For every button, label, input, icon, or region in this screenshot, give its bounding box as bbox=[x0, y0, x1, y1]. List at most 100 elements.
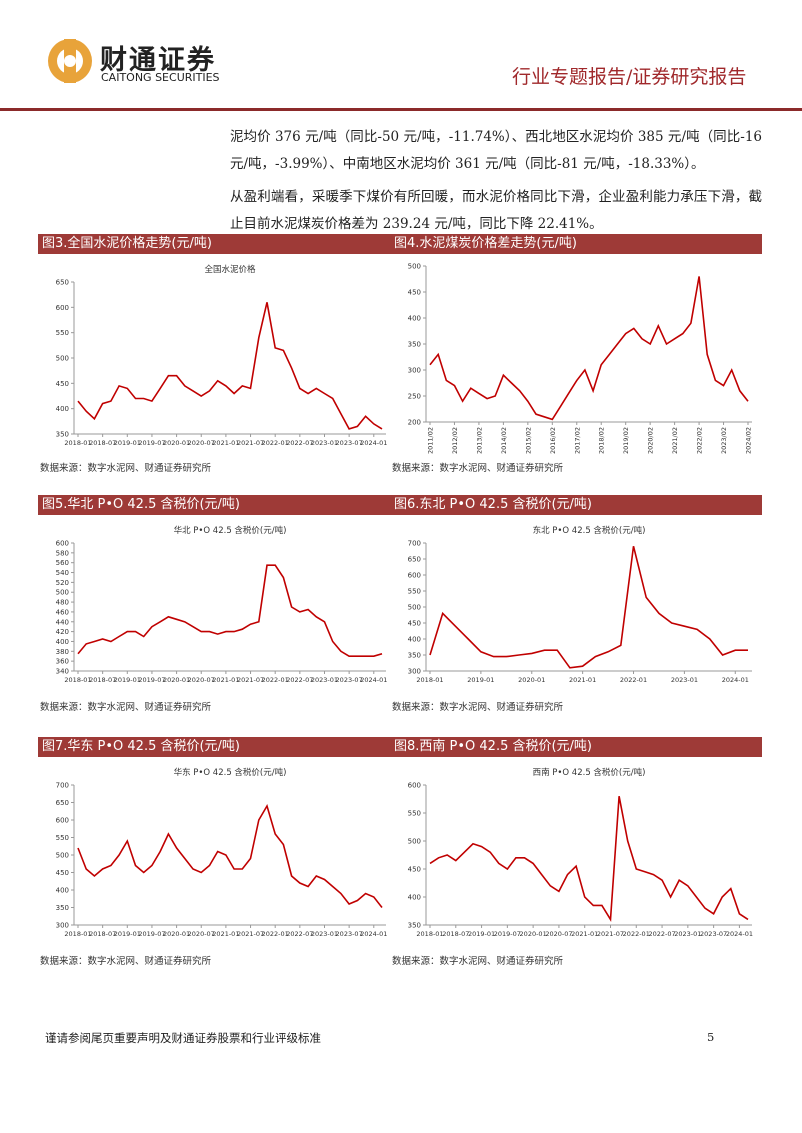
y-tick-label: 460 bbox=[56, 608, 69, 616]
x-tick-label: 2015/02 bbox=[524, 427, 532, 454]
x-tick-label: 2019-07 bbox=[138, 676, 165, 684]
x-tick-label: 2021-07 bbox=[597, 930, 624, 938]
chart-subtitle: 华东 P•O 42.5 含税价(元/吨) bbox=[174, 767, 287, 778]
x-tick-label: 2019-01 bbox=[114, 676, 141, 684]
y-tick-label: 420 bbox=[56, 628, 69, 636]
x-tick-label: 2020-01 bbox=[518, 676, 545, 684]
y-tick-label: 450 bbox=[56, 380, 69, 388]
x-tick-label: 2020/02 bbox=[647, 427, 655, 454]
y-tick-label: 400 bbox=[408, 315, 421, 323]
y-tick-label: 440 bbox=[56, 618, 69, 626]
x-tick-label: 2023-01 bbox=[671, 676, 698, 684]
data-line bbox=[77, 564, 383, 657]
x-tick-label: 2022-01 bbox=[262, 930, 289, 938]
x-tick-label: 2018-07 bbox=[442, 930, 469, 938]
figure: 图4.水泥煤炭价格差走势(元/吨) 200 250 300 350 400 450 500 2… bbox=[390, 234, 762, 474]
x-tick-label: 2013/02 bbox=[475, 427, 483, 454]
x-tick-label: 2020-07 bbox=[188, 439, 215, 447]
y-tick-label: 450 bbox=[56, 869, 69, 877]
y-tick-label: 700 bbox=[408, 540, 421, 548]
footer-disclaimer: 谨请参阅尾页重要声明及财通证券股票和行业评级标准 bbox=[45, 1031, 321, 1045]
x-tick-label: 2022-07 bbox=[286, 676, 313, 684]
chart-subtitle: 全国水泥价格 bbox=[204, 264, 256, 275]
y-tick-label: 650 bbox=[408, 556, 421, 564]
chart: 西南 P•O 42.5 含税价(元/吨) 350 400 450 500 550 600 20… bbox=[408, 767, 753, 938]
x-tick-label: 2024-01 bbox=[360, 676, 387, 684]
brand-cn: 财通证券 bbox=[100, 45, 216, 76]
y-tick-label: 450 bbox=[408, 289, 421, 297]
x-tick-label: 2020-07 bbox=[188, 930, 215, 938]
y-tick-label: 560 bbox=[56, 559, 69, 567]
chart: 全国水泥价格 350 400 450 500 550 600 650 2018-012018-0… bbox=[56, 264, 388, 447]
chart-subtitle: 华北 P•O 42.5 含税价(元/吨) bbox=[174, 525, 287, 536]
y-tick-label: 400 bbox=[408, 636, 421, 644]
y-tick-label: 400 bbox=[56, 638, 69, 646]
x-tick-label: 2020-01 bbox=[163, 676, 190, 684]
figure-source: 数据来源：数字水泥网、财通证券研究所 bbox=[40, 956, 212, 967]
figure: 图6.东北 P•O 42.5 含税价(元/吨) 东北 P•O 42.5 含税价(… bbox=[390, 495, 762, 713]
figure: 图8.西南 P•O 42.5 含税价(元/吨) 西南 P•O 42.5 含税价(… bbox=[390, 737, 762, 967]
figure-title: 图5.华北 P•O 42.5 含税价(元/吨) bbox=[38, 495, 396, 515]
y-tick-label: 300 bbox=[56, 922, 69, 930]
x-tick-label: 2020-01 bbox=[520, 930, 547, 938]
y-tick-label: 480 bbox=[56, 599, 69, 607]
x-tick-label: 2020-01 bbox=[163, 439, 190, 447]
x-tick-label: 2021-01 bbox=[569, 676, 596, 684]
y-tick-label: 300 bbox=[408, 367, 421, 375]
x-tick-label: 2023-01 bbox=[674, 930, 701, 938]
y-tick-label: 500 bbox=[56, 589, 69, 597]
x-tick-label: 2019-01 bbox=[467, 676, 494, 684]
x-tick-label: 2019-01 bbox=[114, 439, 141, 447]
y-tick-label: 500 bbox=[408, 838, 421, 846]
x-tick-label: 2023-01 bbox=[311, 676, 338, 684]
data-line bbox=[429, 276, 749, 421]
y-tick-label: 550 bbox=[56, 329, 69, 337]
y-tick-label: 350 bbox=[408, 341, 421, 349]
x-tick-label: 2018-01 bbox=[64, 930, 91, 938]
x-tick-label: 2021/02 bbox=[671, 427, 679, 454]
y-tick-label: 600 bbox=[408, 782, 421, 790]
y-tick-label: 350 bbox=[408, 652, 421, 660]
chart-subtitle: 东北 P•O 42.5 含税价(元/吨) bbox=[533, 525, 646, 536]
y-tick-label: 600 bbox=[56, 817, 69, 825]
x-tick-label: 2021-01 bbox=[212, 930, 239, 938]
x-tick-label: 2018-07 bbox=[89, 439, 116, 447]
chart: 华北 P•O 42.5 含税价(元/吨) 340 360 380 400 420 440 46… bbox=[56, 525, 388, 684]
y-tick-label: 700 bbox=[56, 782, 69, 790]
x-tick-label: 2023-07 bbox=[336, 930, 363, 938]
x-tick-label: 2022-07 bbox=[286, 439, 313, 447]
y-tick-label: 650 bbox=[56, 279, 69, 287]
chart: 200 250 300 350 400 450 500 2011/02 2012/02 2013/… bbox=[408, 263, 753, 455]
x-tick-label: 2023-07 bbox=[336, 439, 363, 447]
x-tick-label: 2022-01 bbox=[262, 676, 289, 684]
figure: 图5.华北 P•O 42.5 含税价(元/吨) 华北 P•O 42.5 含税价(… bbox=[38, 495, 396, 713]
y-tick-label: 550 bbox=[408, 810, 421, 818]
y-tick-label: 380 bbox=[56, 648, 69, 656]
y-tick-label: 350 bbox=[56, 431, 69, 439]
x-tick-label: 2024-01 bbox=[360, 439, 387, 447]
x-tick-label: 2022-01 bbox=[262, 439, 289, 447]
x-tick-label: 2021-07 bbox=[237, 439, 264, 447]
y-tick-label: 500 bbox=[408, 263, 421, 271]
x-tick-label: 2019/02 bbox=[622, 427, 630, 454]
chart-subtitle: 西南 P•O 42.5 含税价(元/吨) bbox=[533, 767, 646, 778]
x-tick-label: 2023-01 bbox=[311, 930, 338, 938]
x-tick-label: 2017/02 bbox=[573, 427, 581, 454]
y-tick-label: 580 bbox=[56, 549, 69, 557]
x-tick-label: 2023-07 bbox=[700, 930, 727, 938]
y-tick-label: 300 bbox=[408, 668, 421, 676]
y-tick-label: 360 bbox=[56, 658, 69, 666]
x-tick-label: 2020-01 bbox=[163, 930, 190, 938]
y-tick-label: 500 bbox=[408, 604, 421, 612]
x-tick-label: 2019-07 bbox=[494, 930, 521, 938]
x-tick-label: 2019-01 bbox=[468, 930, 495, 938]
y-tick-label: 340 bbox=[56, 668, 69, 676]
data-line bbox=[429, 546, 748, 669]
x-tick-label: 2019-07 bbox=[138, 439, 165, 447]
header-rule bbox=[0, 108, 802, 111]
x-tick-label: 2022/02 bbox=[696, 427, 704, 454]
report-type: 行业专题报告/证券研究报告 bbox=[512, 66, 747, 88]
x-tick-label: 2018/02 bbox=[598, 427, 606, 454]
x-tick-label: 2011/02 bbox=[427, 427, 435, 454]
